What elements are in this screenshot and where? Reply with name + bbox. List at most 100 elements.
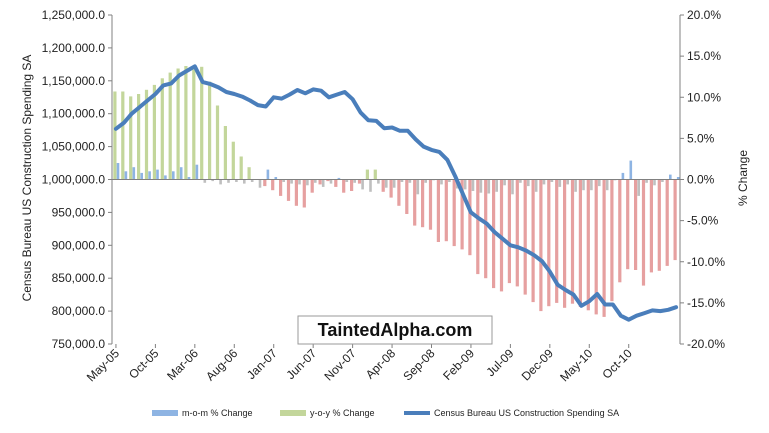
legend-swatch-line bbox=[404, 411, 430, 415]
mom-bar bbox=[258, 179, 262, 188]
mom-bar bbox=[416, 179, 420, 195]
left-tick-label: 1,000,000.0 bbox=[42, 173, 106, 187]
yoy-bar bbox=[547, 179, 551, 307]
yoy-bar bbox=[152, 84, 156, 180]
watermark: TaintedAlpha.com bbox=[297, 315, 493, 345]
mom-bar bbox=[676, 177, 680, 180]
yoy-bar bbox=[436, 179, 440, 242]
mom-bar bbox=[369, 179, 372, 192]
yoy-bar bbox=[594, 179, 598, 315]
left-tick-label: 1,200,000.0 bbox=[42, 41, 106, 55]
yoy-bar bbox=[389, 179, 393, 198]
yoy-bar bbox=[618, 179, 622, 283]
mom-bar bbox=[574, 179, 577, 192]
x-tick-label: Jun-07 bbox=[283, 346, 319, 382]
mom-bar bbox=[629, 160, 633, 180]
yoy-bar bbox=[168, 72, 172, 180]
left-tick-label: 850,000.0 bbox=[52, 271, 106, 285]
yoy-bar bbox=[649, 179, 653, 273]
right-tick-label: 0.0% bbox=[687, 173, 715, 187]
mom-bar bbox=[345, 179, 349, 182]
mom-bar bbox=[235, 179, 238, 182]
mom-bar bbox=[132, 167, 136, 180]
mom-bar bbox=[669, 174, 672, 180]
mom-bar bbox=[140, 172, 143, 180]
x-tick-label: Sep-08 bbox=[400, 346, 437, 383]
right-tick-label: -5.0% bbox=[687, 214, 719, 228]
x-axis-ticks: May-05 Oct-05 Mar-06 Aug-06 Jan-07 Jun-07 Nov-… bbox=[84, 344, 635, 384]
x-tick-label: Oct-05 bbox=[126, 346, 162, 382]
mom-bar bbox=[227, 179, 230, 183]
yoy-bar bbox=[673, 179, 677, 261]
x-tick-label: Jan-07 bbox=[244, 346, 280, 382]
mom-bar bbox=[195, 164, 199, 180]
yoy-bar bbox=[555, 179, 559, 303]
mom-bar bbox=[314, 179, 317, 183]
mom-bar bbox=[266, 169, 270, 180]
right-tick-label: 10.0% bbox=[687, 90, 721, 104]
mom-bar bbox=[179, 167, 183, 180]
yoy-bar bbox=[444, 179, 448, 242]
mom-bar bbox=[424, 179, 427, 183]
yoy-bar bbox=[452, 179, 456, 247]
yoy-bar bbox=[460, 179, 464, 250]
yoy-bars bbox=[113, 66, 677, 317]
right-axis-ticks: 20.0% 15.0% 10.0% 5.0% 0.0% -5.0% -10.0% -15.0%… bbox=[680, 8, 725, 351]
x-tick-label: May-10 bbox=[557, 346, 595, 384]
right-axis-title: % Change bbox=[736, 150, 750, 206]
mom-bar bbox=[448, 179, 451, 182]
mom-bar bbox=[211, 179, 214, 182]
mom-bar bbox=[550, 179, 554, 182]
mom-bar bbox=[519, 179, 522, 183]
mom-bar bbox=[124, 171, 128, 180]
yoy-bar bbox=[121, 91, 125, 180]
mom-bar bbox=[187, 177, 191, 180]
mom-bar bbox=[534, 179, 538, 192]
legend-label-mom: m-o-m % Change bbox=[182, 408, 253, 418]
yoy-bar bbox=[428, 179, 433, 230]
yoy-bar bbox=[563, 179, 567, 308]
yoy-bar bbox=[350, 179, 354, 191]
yoy-bar bbox=[476, 179, 480, 275]
yoy-bar bbox=[326, 179, 330, 182]
yoy-bar bbox=[468, 179, 472, 256]
mom-bar bbox=[148, 171, 151, 180]
mom-bar bbox=[408, 179, 412, 183]
left-axis-title: Census Bureau US Construction Spending S… bbox=[20, 55, 34, 302]
legend-label-yoy: y-o-y % Change bbox=[310, 408, 375, 418]
mom-bar bbox=[329, 179, 333, 184]
mom-bar bbox=[400, 179, 404, 182]
yoy-bar bbox=[160, 78, 164, 180]
yoy-bar bbox=[397, 179, 401, 206]
legend-label-line: Census Bureau US Construction Spending S… bbox=[434, 408, 619, 418]
mom-bar bbox=[605, 179, 609, 191]
yoy-bar bbox=[365, 169, 369, 180]
yoy-bar bbox=[239, 156, 243, 180]
yoy-bar bbox=[129, 96, 133, 180]
x-tick-label: Dec-09 bbox=[519, 346, 556, 383]
x-tick-label: Feb-09 bbox=[440, 346, 477, 383]
yoy-bar bbox=[318, 179, 322, 185]
yoy-bar bbox=[342, 179, 346, 193]
mom-bar bbox=[511, 179, 514, 195]
mom-bar bbox=[172, 171, 175, 180]
mom-bar bbox=[590, 179, 593, 191]
yoy-bar bbox=[373, 169, 377, 180]
mom-bar bbox=[566, 179, 569, 185]
x-tick-label: Aug-06 bbox=[203, 346, 240, 383]
yoy-bar bbox=[586, 179, 590, 311]
mom-bar bbox=[653, 179, 656, 186]
x-tick-label: Oct-10 bbox=[599, 346, 635, 382]
yoy-bar bbox=[208, 81, 212, 180]
yoy-bar bbox=[665, 179, 669, 266]
yoy-bar bbox=[200, 66, 204, 180]
yoy-bar bbox=[357, 179, 362, 184]
yoy-bar bbox=[223, 126, 227, 180]
left-tick-label: 1,050,000.0 bbox=[42, 140, 106, 154]
mom-bar bbox=[527, 179, 530, 187]
right-tick-label: 20.0% bbox=[687, 8, 721, 22]
x-tick-label: Jul-09 bbox=[483, 346, 516, 379]
left-tick-label: 900,000.0 bbox=[52, 238, 106, 252]
mom-bar bbox=[361, 179, 364, 190]
